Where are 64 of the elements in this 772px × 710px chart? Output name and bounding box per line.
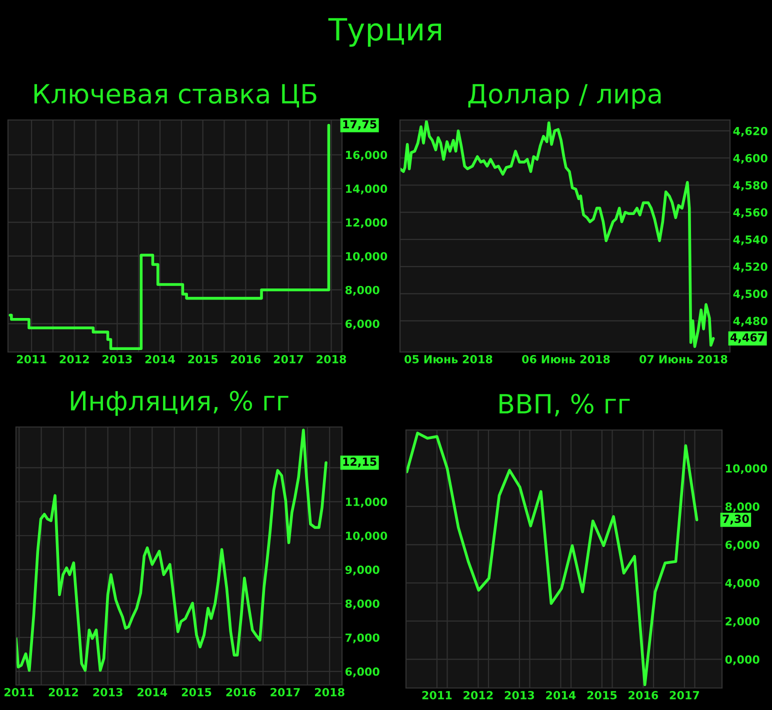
y-tick-label: 12,000	[346, 218, 388, 228]
y-tick-label: 4,620	[733, 126, 768, 137]
line-series	[16, 428, 328, 672]
chart-title: Ключевая ставка ЦБ	[34, 84, 316, 108]
y-tick-label: 9,000	[345, 566, 380, 576]
y-tick-label: 7,000	[346, 633, 380, 644]
annotation: 7,30	[722, 514, 749, 524]
x-tick-label: 2018	[315, 688, 344, 696]
x-tick-label: 2015	[182, 688, 212, 696]
x-tick-label: 06 Июнь 2018	[522, 354, 610, 364]
y-tick-label: 6,000	[725, 540, 760, 550]
x-tick-label: 07 Июнь 2018	[640, 354, 728, 364]
y-tick-label: 4,580	[733, 181, 768, 191]
x-tick-label: 2015	[188, 354, 218, 364]
x-tick-label: 2014	[546, 690, 576, 700]
y-tick-label: 4,540	[733, 235, 768, 246]
y-tick-label: 8,000	[345, 286, 380, 296]
y-tick-label: 10,000	[726, 464, 768, 474]
x-tick-label: 2018	[316, 354, 346, 364]
x-tick-label: 2014	[138, 688, 168, 696]
x-tick-label: 2014	[145, 354, 175, 364]
x-tick-label: 2016	[226, 688, 256, 696]
y-tick-label: 4,480	[733, 316, 768, 327]
chart-title: Доллар / лира	[468, 84, 661, 109]
y-tick-label: 4,500	[733, 290, 768, 300]
x-tick-label: 2013	[93, 688, 122, 696]
y-tick-label: 2,000	[726, 617, 760, 627]
x-tick-label: 2016	[628, 690, 658, 700]
annotation: 4,467	[730, 333, 764, 344]
x-tick-label: 2011	[16, 354, 46, 364]
y-tick-label: 6,000	[345, 320, 380, 330]
y-tick-label: 4,560	[733, 208, 768, 218]
line-series	[400, 120, 715, 348]
x-tick-label: 2011	[422, 690, 452, 700]
x-tick-label: 2017	[274, 354, 304, 364]
x-tick-label: 2012	[464, 690, 493, 700]
x-tick-label: 2017	[670, 690, 700, 700]
y-tick-label: 16,000	[346, 150, 388, 161]
x-tick-label: 2012	[60, 354, 89, 364]
annotation: 12,15	[343, 457, 376, 468]
x-tick-label: 05 Июнь 2018	[404, 354, 492, 364]
text: Турция	[328, 18, 441, 47]
chart-title: ВВП, % гг	[500, 394, 630, 416]
y-tick-label: 8,000	[345, 600, 380, 610]
x-tick-label: 2013	[504, 690, 534, 700]
y-tick-label: 0,000	[725, 655, 760, 666]
x-tick-label: 2012	[48, 688, 78, 696]
y-tick-label: 14,000	[346, 184, 388, 194]
y-tick-label: 11,000	[346, 498, 388, 508]
line-series	[406, 432, 698, 686]
y-tick-label: 4,520	[733, 262, 768, 272]
y-tick-label: 6,000	[345, 667, 380, 678]
y-tick-label: 10,000	[346, 532, 388, 542]
x-tick-label: 2015	[587, 690, 617, 700]
x-tick-label: 2017	[270, 688, 300, 696]
y-tick-label: 4,000	[725, 578, 760, 589]
annotation: 17,75	[343, 120, 376, 130]
x-tick-label: 2011	[4, 688, 34, 696]
chart-title: Инфляция, % гг	[70, 390, 288, 416]
x-tick-label: 2013	[102, 354, 132, 364]
x-tick-label: 2016	[231, 354, 261, 364]
y-tick-label: 10,000	[346, 252, 388, 262]
y-tick-label: 8,000	[725, 502, 760, 512]
y-tick-label: 4,600	[733, 154, 768, 164]
